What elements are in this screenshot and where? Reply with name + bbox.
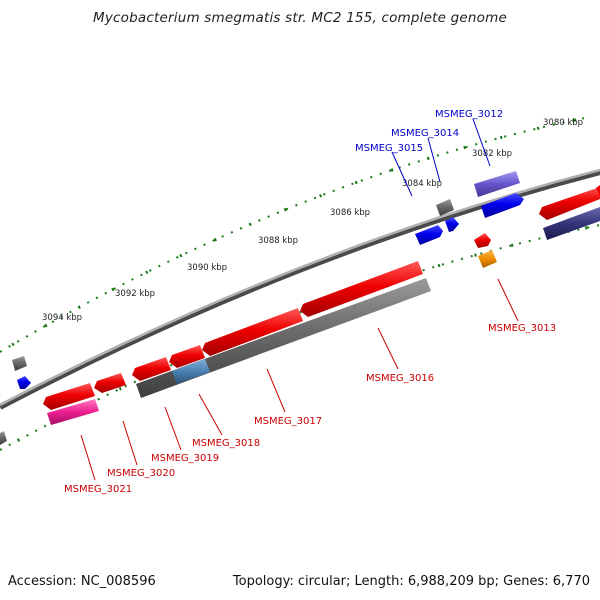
ruler-labels: 3080 kbp 3082 kbp 3084 kbp 3086 kbp 3088… — [42, 118, 583, 323]
gene-msmeg-3014-blue[interactable] — [445, 217, 459, 232]
gene-msmeg-3021[interactable] — [43, 383, 95, 410]
label-msmeg-3018[interactable]: MSMEG_3018 — [192, 438, 260, 449]
gene-msmeg-3013-red[interactable] — [474, 233, 491, 248]
inner-row-genes — [47, 207, 600, 425]
leader-msmeg-3017 — [266, 368, 286, 413]
leader-msmeg-3018 — [198, 393, 223, 436]
inner-ruler — [0, 223, 600, 452]
gene-msmeg-3012-blue[interactable] — [481, 193, 524, 218]
inner-ruler-dots — [0, 224, 600, 451]
gene-gray-long[interactable] — [136, 278, 431, 398]
ruler-label-3090: 3090 kbp — [187, 263, 227, 273]
gene-msmeg-3020[interactable] — [94, 373, 126, 393]
ruler-label-3088: 3088 kbp — [258, 236, 298, 246]
ruler-label-3084: 3084 kbp — [402, 179, 442, 189]
leader-msmeg-3014 — [427, 137, 441, 183]
gene-msmeg-3014-gray[interactable] — [436, 199, 454, 216]
label-msmeg-3015[interactable]: MSMEG_3015 — [355, 143, 423, 154]
leader-msmeg-3013 — [497, 278, 519, 322]
label-msmeg-3017[interactable]: MSMEG_3017 — [254, 416, 322, 427]
reverse-strand-genes — [0, 171, 524, 445]
gene-steelblue-segment[interactable] — [172, 359, 210, 384]
gene-forward-right-edge[interactable] — [539, 186, 600, 220]
gene-left-gray-edge[interactable] — [0, 431, 7, 445]
label-msmeg-3020[interactable]: MSMEG_3020 — [107, 468, 175, 479]
gene-left-gray-small[interactable] — [12, 356, 27, 371]
forward-strand-genes — [43, 185, 600, 410]
label-msmeg-3012[interactable]: MSMEG_3012 — [435, 109, 503, 120]
gene-msmeg-3017[interactable] — [202, 308, 303, 356]
gene-left-blue-small[interactable] — [17, 376, 31, 389]
label-msmeg-3019[interactable]: MSMEG_3019 — [151, 453, 219, 464]
label-msmeg-3016[interactable]: MSMEG_3016 — [366, 373, 434, 384]
gene-forward-arrow-tip[interactable] — [596, 185, 600, 196]
leader-msmeg-3020 — [122, 420, 138, 466]
topology-text: Topology: circular; Length: 6,988,209 bp… — [232, 574, 590, 589]
label-leaders — [80, 118, 519, 481]
map-title: Mycobacterium smegmatis str. MC2 155, co… — [93, 10, 507, 26]
gene-msmeg-3015[interactable] — [415, 225, 443, 245]
leader-msmeg-3021 — [80, 434, 96, 481]
leader-msmeg-3016 — [377, 327, 399, 370]
gene-msmeg-3019[interactable] — [132, 357, 171, 381]
gene-msmeg-3018[interactable] — [169, 345, 205, 368]
label-msmeg-3021[interactable]: MSMEG_3021 — [64, 484, 132, 495]
ruler-label-3086: 3086 kbp — [330, 208, 370, 218]
leader-msmeg-3012 — [472, 118, 491, 167]
gene-msmeg-3013-orange[interactable] — [478, 250, 497, 268]
ruler-label-3092: 3092 kbp — [115, 289, 155, 299]
gene-msmeg-3012-purple[interactable] — [474, 171, 520, 197]
ruler-label-3094: 3094 kbp — [42, 313, 82, 323]
gene-pink[interactable] — [47, 399, 99, 425]
leader-msmeg-3019 — [164, 406, 182, 451]
gene-navy[interactable] — [543, 207, 600, 240]
accession-text: Accession: NC_008596 — [8, 574, 156, 589]
label-msmeg-3014[interactable]: MSMEG_3014 — [391, 128, 459, 139]
ruler-label-3082: 3082 kbp — [472, 149, 512, 159]
ruler-label-3080: 3080 kbp — [543, 118, 583, 128]
label-msmeg-3013[interactable]: MSMEG_3013 — [488, 323, 556, 334]
gene-labels: MSMEG_3012 MSMEG_3014 MSMEG_3015 MSMEG_3… — [64, 109, 556, 495]
leader-msmeg-3015 — [391, 151, 413, 197]
gene-msmeg-3016[interactable] — [300, 261, 423, 317]
